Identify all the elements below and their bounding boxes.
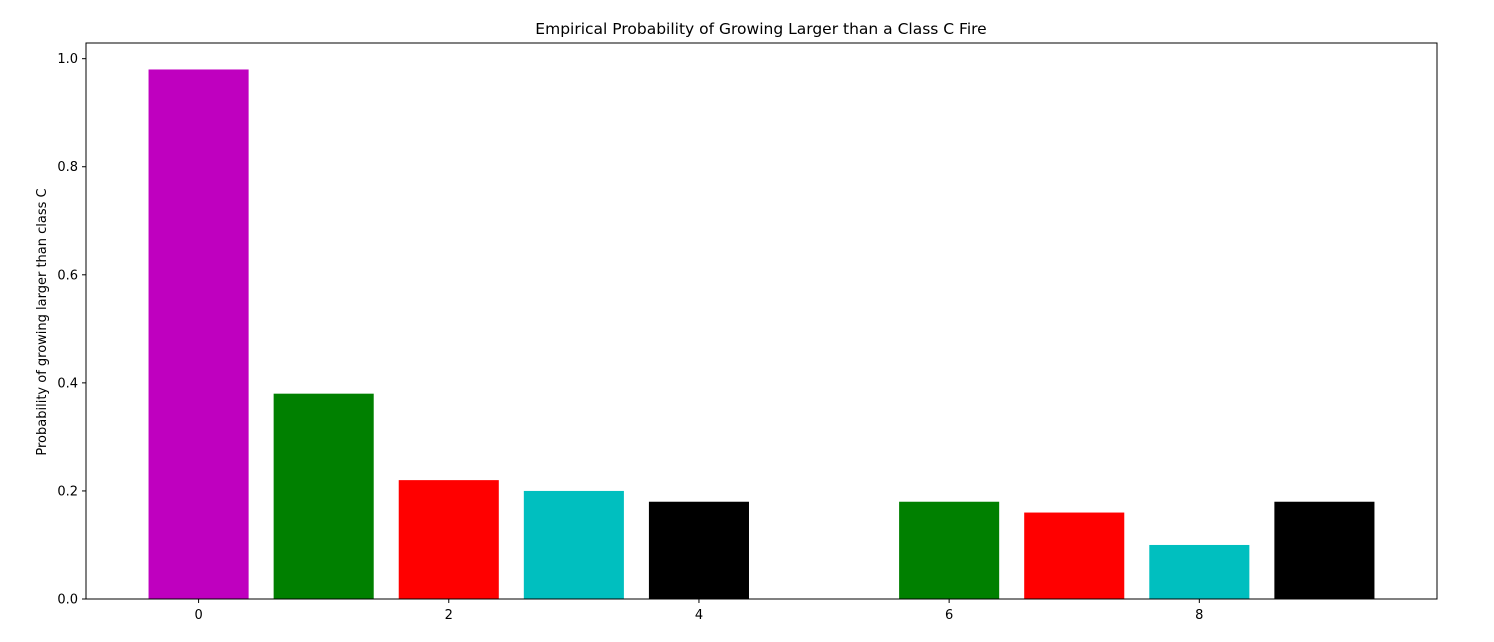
x-tick-label-1: 2	[445, 608, 453, 623]
bar-4	[648, 501, 749, 599]
bars-group	[148, 69, 1375, 599]
x-tick-label-2: 4	[695, 608, 703, 623]
y-tick-label-5: 1.0	[57, 52, 78, 67]
bar-3	[523, 490, 624, 599]
y-tick-label-2: 0.4	[57, 376, 78, 391]
y-tick-label-3: 0.6	[57, 268, 78, 283]
plot-frame	[85, 42, 1438, 600]
bar-1	[273, 393, 374, 599]
y-tick-label-0: 0.0	[57, 593, 78, 608]
y-tick-label-1: 0.2	[57, 484, 78, 499]
x-tick-label-4: 8	[1195, 608, 1203, 623]
bar-7	[1149, 544, 1250, 599]
bar-6	[1024, 512, 1125, 599]
axes-group: 0.0 0.2 0.4 0.6 0.8 1.0 0 2 4 6 8	[57, 52, 1203, 623]
bar-0	[148, 69, 249, 599]
bar-5	[899, 501, 1000, 599]
x-tick-label-0: 0	[194, 608, 202, 623]
y-axis-label: Probability of growing larger than class…	[35, 188, 50, 455]
bar-2	[398, 480, 499, 599]
x-tick-label-3: 6	[945, 608, 953, 623]
bar-8	[1274, 501, 1375, 599]
chart-title: Empirical Probability of Growing Larger …	[535, 20, 986, 38]
y-tick-label-4: 0.8	[57, 160, 78, 175]
